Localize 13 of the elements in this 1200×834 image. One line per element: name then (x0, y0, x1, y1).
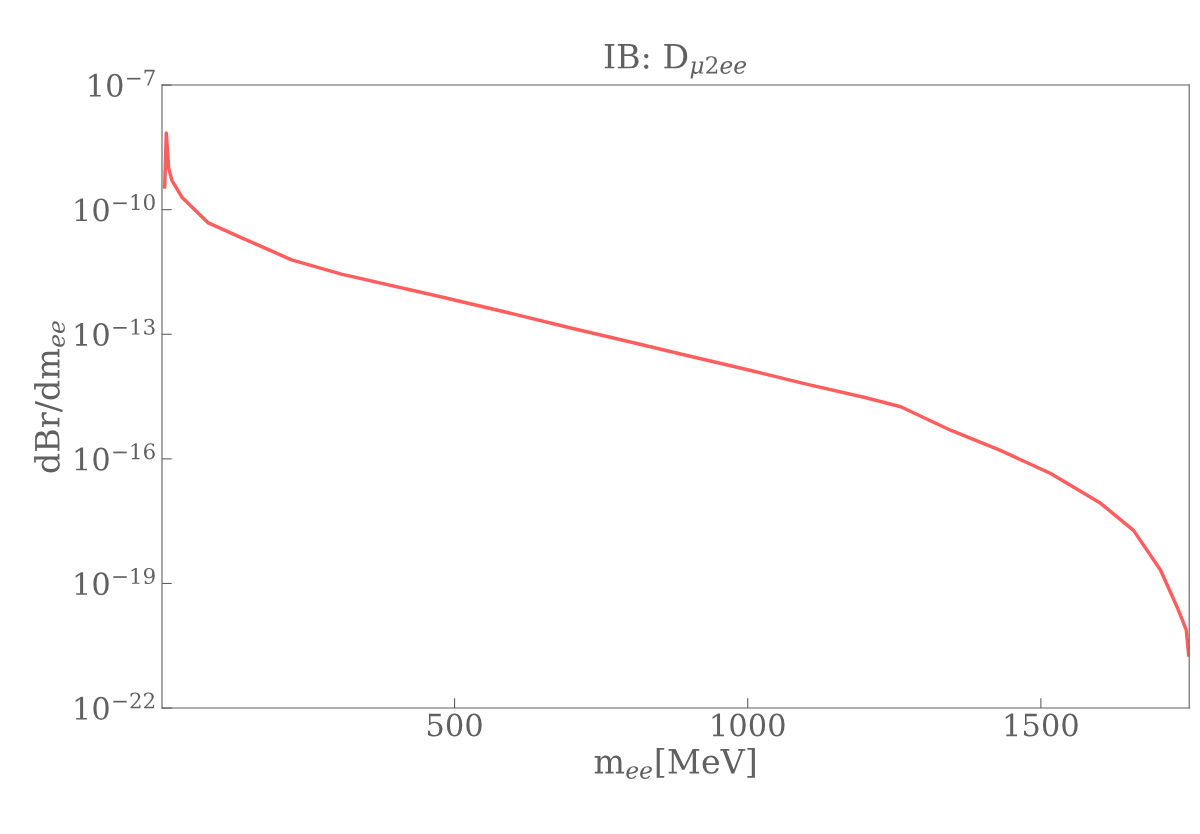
y-tick-label: 10$^{−10}$ (75, 194, 155, 222)
y-tick-label: 10$^{−13}$ (75, 318, 155, 347)
y-tick-label: 10$^{−22}$ (75, 692, 155, 720)
x-axis-title: m$_{ee}$[MeV] (594, 748, 755, 779)
y-tick-label: 10$^{−16}$ (75, 443, 155, 471)
y-axis-title: dBr/dm$_{ee}$ (34, 321, 65, 473)
x-tick-label: 1500 (1005, 713, 1078, 737)
chart-title: IB: D$_{μ2ee}$ (604, 44, 747, 79)
y-tick-label: 10$^{−19}$ (75, 567, 155, 596)
x-tick-label: 1000 (712, 713, 785, 737)
x-tick-label: 500 (428, 713, 482, 737)
y-tick-label: 10$^{−7}$ (89, 69, 155, 97)
line-series (162, 131, 1190, 657)
